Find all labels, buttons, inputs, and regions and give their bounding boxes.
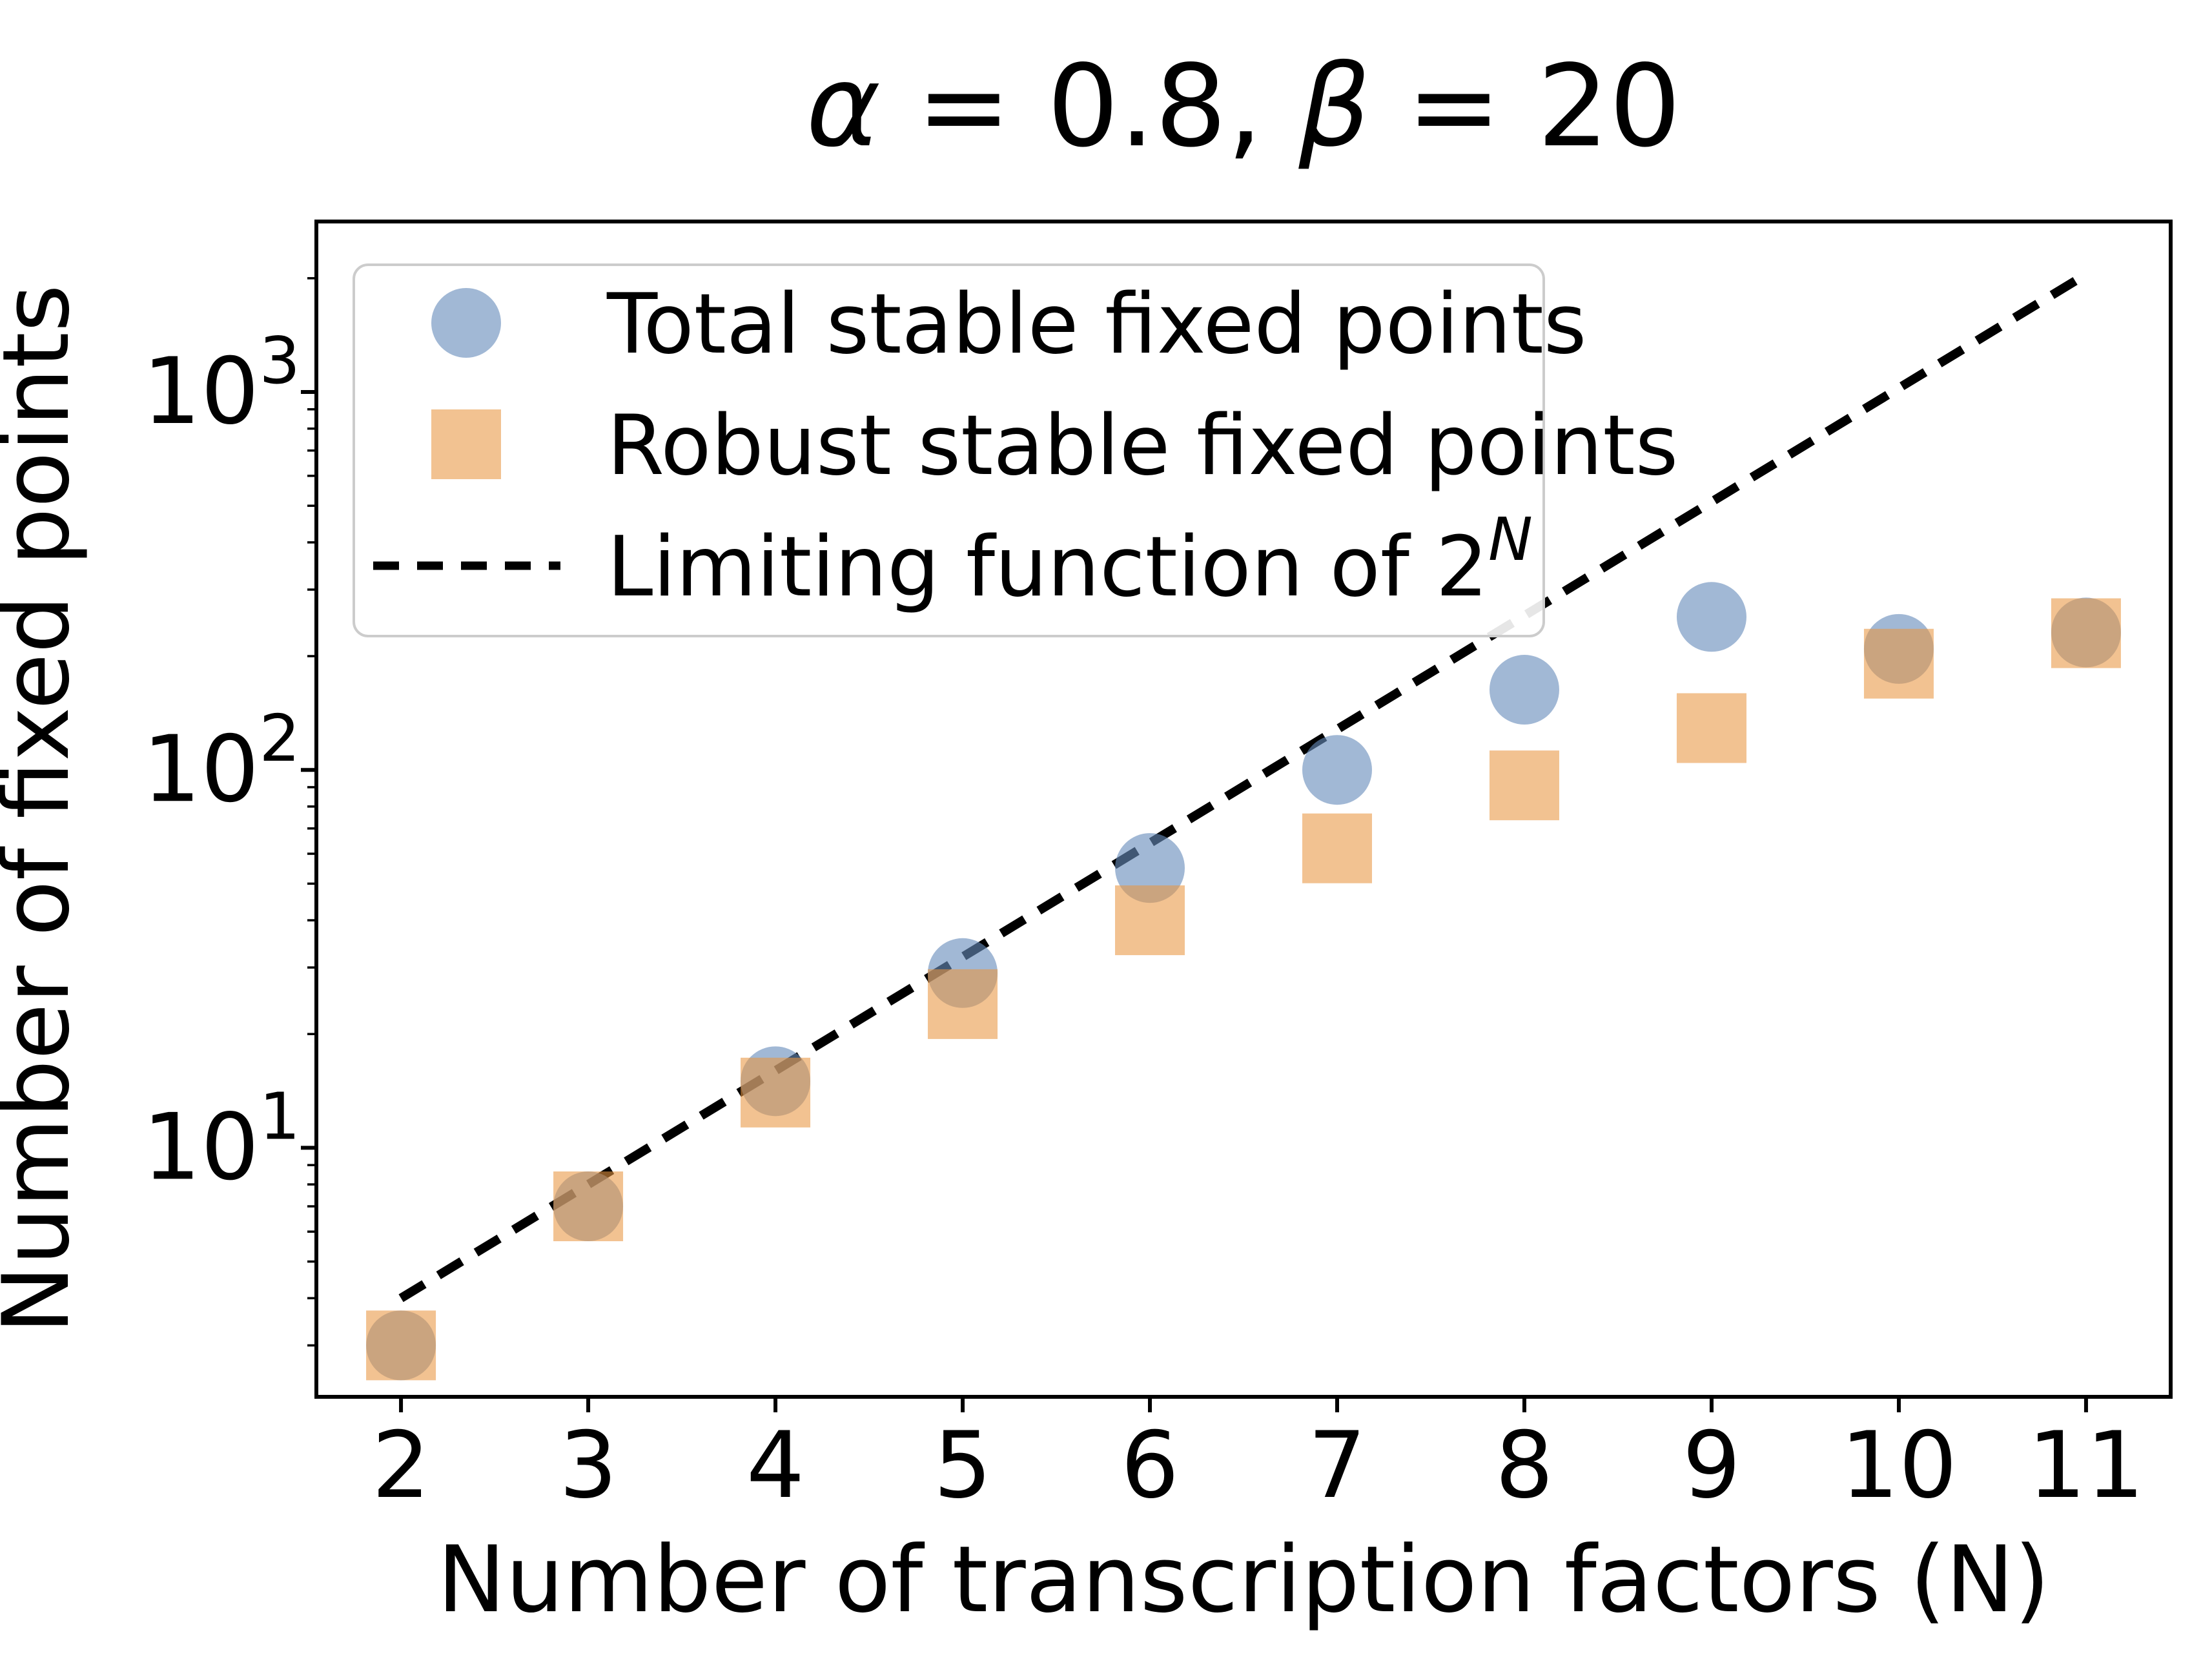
plot-frame: [314, 220, 2173, 1399]
series-total: [366, 582, 2121, 1381]
y-axis-label: Number of fixed points: [0, 284, 90, 1334]
x-tick-label: 6: [1121, 1412, 1179, 1519]
x-tick-label: 11: [2028, 1412, 2145, 1519]
legend-square-marker: [431, 409, 501, 479]
data-point-circle: [1302, 735, 1372, 805]
x-tick-label: 5: [934, 1412, 992, 1519]
x-tick-label: 3: [559, 1412, 617, 1519]
data-point-square: [366, 1310, 436, 1381]
x-tick-label: 7: [1308, 1412, 1366, 1519]
chart-title: α = 0.8, β = 20: [806, 41, 1681, 172]
y-tick-label: 101: [143, 1078, 300, 1200]
legend-label: Robust stable fixed points: [607, 398, 1678, 494]
legend-circle-marker: [431, 288, 501, 358]
data-point-square: [1302, 813, 1372, 883]
data-point-circle: [1676, 582, 1746, 652]
x-tick-label: 2: [372, 1412, 430, 1519]
x-tick-label: 8: [1495, 1412, 1553, 1519]
legend-label: Limiting function of 2N: [607, 505, 1533, 615]
data-point-square: [2051, 598, 2121, 668]
y-axis: 101 102 103: [143, 277, 316, 1347]
data-point-square: [1863, 628, 1934, 699]
x-axis: 2 3 4 5 6 7 8 9 10 11: [372, 1397, 2144, 1519]
y-tick-label: 102: [143, 701, 300, 823]
axes-spines: [314, 220, 2173, 1399]
data-point-square: [741, 1057, 811, 1128]
series-robust: [366, 598, 2121, 1381]
data-point-square: [1489, 750, 1559, 821]
legend-box: [353, 263, 1545, 637]
data-point-square: [1115, 885, 1185, 956]
x-tick-label: 10: [1841, 1412, 1958, 1519]
x-axis-label: Number of transcription factors (N): [437, 1527, 2050, 1633]
data-point-circle: [1489, 655, 1559, 725]
legend-label: Total stable fixed points: [606, 276, 1586, 373]
legend: Total stable fixed points Robust stable f…: [353, 263, 1678, 637]
limit-line: [398, 270, 2089, 1303]
data-point-square: [1676, 693, 1746, 763]
data-point-square: [928, 969, 998, 1039]
data-point-square: [553, 1171, 624, 1242]
x-tick-label: 4: [746, 1412, 804, 1519]
x-tick-label: 9: [1683, 1412, 1741, 1519]
y-tick-label: 103: [143, 323, 300, 445]
